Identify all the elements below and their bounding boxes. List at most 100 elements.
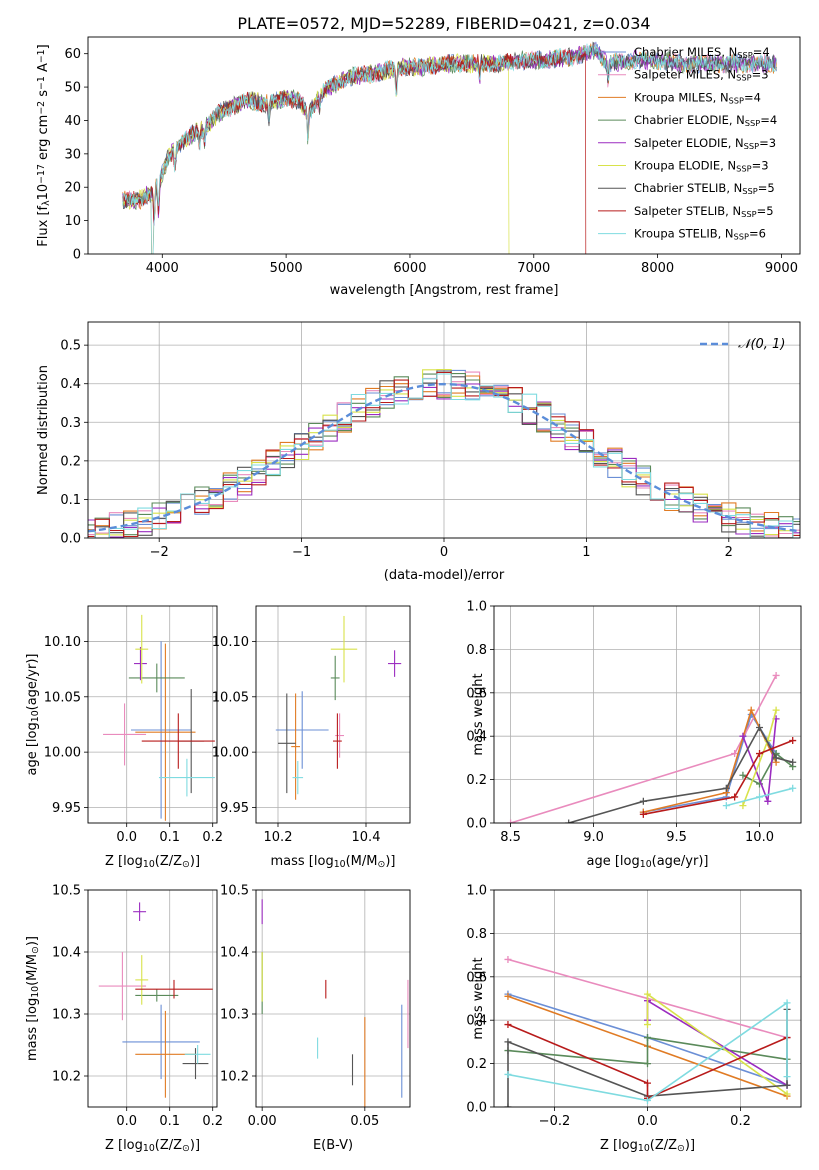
mass-weight-marker <box>772 671 780 679</box>
mass-weight-marker <box>504 1103 512 1107</box>
mass-weight-marker <box>644 1096 651 1104</box>
y-tick-label: 9.95 <box>52 801 81 816</box>
x-tick-label: 0.2 <box>730 1114 751 1129</box>
mass-weight-marker <box>789 784 797 792</box>
Z-age-panel: 0.0 0.1 0.2 9.95 10.00 10.05 10.10 Z [log10(Z/Z… <box>25 605 223 870</box>
y-tick-label: 0.2 <box>466 1057 487 1072</box>
y-tick-label: 0.0 <box>466 1101 487 1116</box>
y-tick-label: 0.6 <box>466 970 487 985</box>
x-tick-label: 9.0 <box>583 830 604 845</box>
y-tick-label: 0 <box>73 248 81 263</box>
legend-label: Kroupa MILES, NSSP=4 <box>634 90 761 105</box>
x-tick-label: 0.00 <box>248 1114 277 1129</box>
y-tick-label: 40 <box>64 114 81 129</box>
x-tick-label: 10.0 <box>745 830 774 845</box>
y-tick-label: 0.6 <box>466 686 487 701</box>
spectrum-line <box>122 49 587 254</box>
x-axis-label: Z [log10(Z/Z⊙)] <box>105 854 200 870</box>
y-axis-label: mass [log10(M/M⊙)] <box>25 936 41 1061</box>
mass-weight-marker <box>722 784 730 792</box>
mass-weight-line <box>568 725 793 823</box>
mass-weight-marker <box>789 737 797 745</box>
mass-weight-line <box>646 999 788 1086</box>
x-tick-label: 0.2 <box>202 830 223 845</box>
x-axis-label: wavelength [Angstrom, rest frame] <box>330 283 559 298</box>
y-tick-label: 10.5 <box>52 884 81 899</box>
legend-label: Salpeter ELODIE, NSSP=3 <box>634 136 776 151</box>
legend-label: Kroupa ELODIE, NSSP=3 <box>634 159 769 174</box>
mass-weight-marker <box>731 750 739 758</box>
mass-weight-marker <box>722 802 730 810</box>
x-tick-label: 2 <box>725 545 733 560</box>
y-tick-label: 10.3 <box>220 1008 249 1023</box>
histogram-step <box>88 373 800 538</box>
x-tick-label: 10.4 <box>352 830 381 845</box>
x-tick-label: 0.1 <box>159 830 180 845</box>
x-axis-label: E(B-V) <box>313 1138 353 1153</box>
histogram-panel: −2 −1 0 1 2 0.0 0.1 0.2 0.3 0.4 0.5 𝒩(0, 1) (data-mo… <box>36 321 801 583</box>
mass-weight-marker <box>565 819 573 823</box>
y-tick-label: 0.8 <box>466 643 487 658</box>
mass-weight-marker <box>756 724 764 732</box>
y-tick-label: 10.4 <box>220 946 249 961</box>
mass-weight-line <box>643 739 793 816</box>
x-tick-label: 7000 <box>517 261 550 276</box>
mass-weight-marker <box>504 1070 512 1078</box>
y-tick-label: 9.95 <box>220 801 249 816</box>
axes-frame <box>87 605 218 824</box>
y-tick-label: 10.3 <box>52 1008 81 1023</box>
legend-label: Chabrier MILES, NSSP=4 <box>634 45 770 60</box>
y-tick-label: 10.4 <box>52 946 81 961</box>
x-tick-label: 0.1 <box>159 1114 180 1129</box>
x-tick-label: 6000 <box>393 261 426 276</box>
axes-frame <box>493 605 802 824</box>
legend-label: Chabrier ELODIE, NSSP=4 <box>634 113 777 128</box>
y-tick-label: 50 <box>64 81 81 96</box>
x-tick-label: 0.0 <box>637 1114 658 1129</box>
mass-weight-marker <box>639 810 647 818</box>
x-tick-label: 0 <box>440 545 448 560</box>
y-tick-label: 30 <box>64 147 81 162</box>
spectrum-line <box>122 53 510 254</box>
mass-weight-marker <box>644 1079 651 1087</box>
spectrum-line <box>122 41 777 222</box>
x-tick-label: 0.2 <box>202 1114 223 1129</box>
y-axis-label: mass weight <box>471 673 486 755</box>
y-tick-label: 10.2 <box>220 1070 249 1085</box>
mass-weight-marker <box>504 1038 512 1046</box>
y-tick-label: 10.2 <box>52 1070 81 1085</box>
mass-weight-line <box>507 1036 788 1065</box>
x-tick-label: 4000 <box>146 261 179 276</box>
x-tick-label: −1 <box>292 545 311 560</box>
mass-weight-marker <box>783 1090 791 1098</box>
x-axis-label: mass [log10(M/M⊙)] <box>271 854 396 870</box>
x-tick-label: 5000 <box>270 261 303 276</box>
x-tick-label: 1 <box>582 545 590 560</box>
x-tick-label: 10.2 <box>264 830 293 845</box>
legend-label: Chabrier STELIB, NSSP=5 <box>634 181 775 196</box>
axes-frame <box>255 889 411 1108</box>
y-tick-label: 10 <box>64 214 81 229</box>
legend-label: Salpeter MILES, NSSP=3 <box>634 68 769 83</box>
mass-weight-marker <box>644 1021 651 1029</box>
y-tick-label: 0.0 <box>60 532 81 547</box>
x-tick-label: 0.0 <box>116 830 137 845</box>
x-tick-label: 9000 <box>765 261 798 276</box>
mass-weight-marker <box>639 797 647 805</box>
x-tick-label: 8.5 <box>500 830 521 845</box>
mass-weight-marker <box>504 955 512 963</box>
y-axis-label: Flux [fλ10−17 erg cm−2 s−1 A−1] <box>36 44 52 246</box>
y-tick-label: 0.1 <box>60 493 81 508</box>
x-tick-label: 0.0 <box>116 1114 137 1129</box>
y-tick-label: 0.0 <box>466 817 487 832</box>
y-tick-label: 10.5 <box>220 884 249 899</box>
mass-weight-marker <box>504 1021 512 1029</box>
legend-label: Kroupa STELIB, NSSP=6 <box>634 227 766 242</box>
x-tick-label: −2 <box>150 545 169 560</box>
y-tick-label: 10.10 <box>212 635 249 650</box>
y-tick-label: 0.5 <box>60 339 81 354</box>
y-tick-label: 10.00 <box>212 746 249 761</box>
y-axis-label: age [log10(age/yr)] <box>25 654 41 776</box>
mass-weight-marker <box>783 999 791 1007</box>
y-axis-label: mass weight <box>471 957 486 1039</box>
